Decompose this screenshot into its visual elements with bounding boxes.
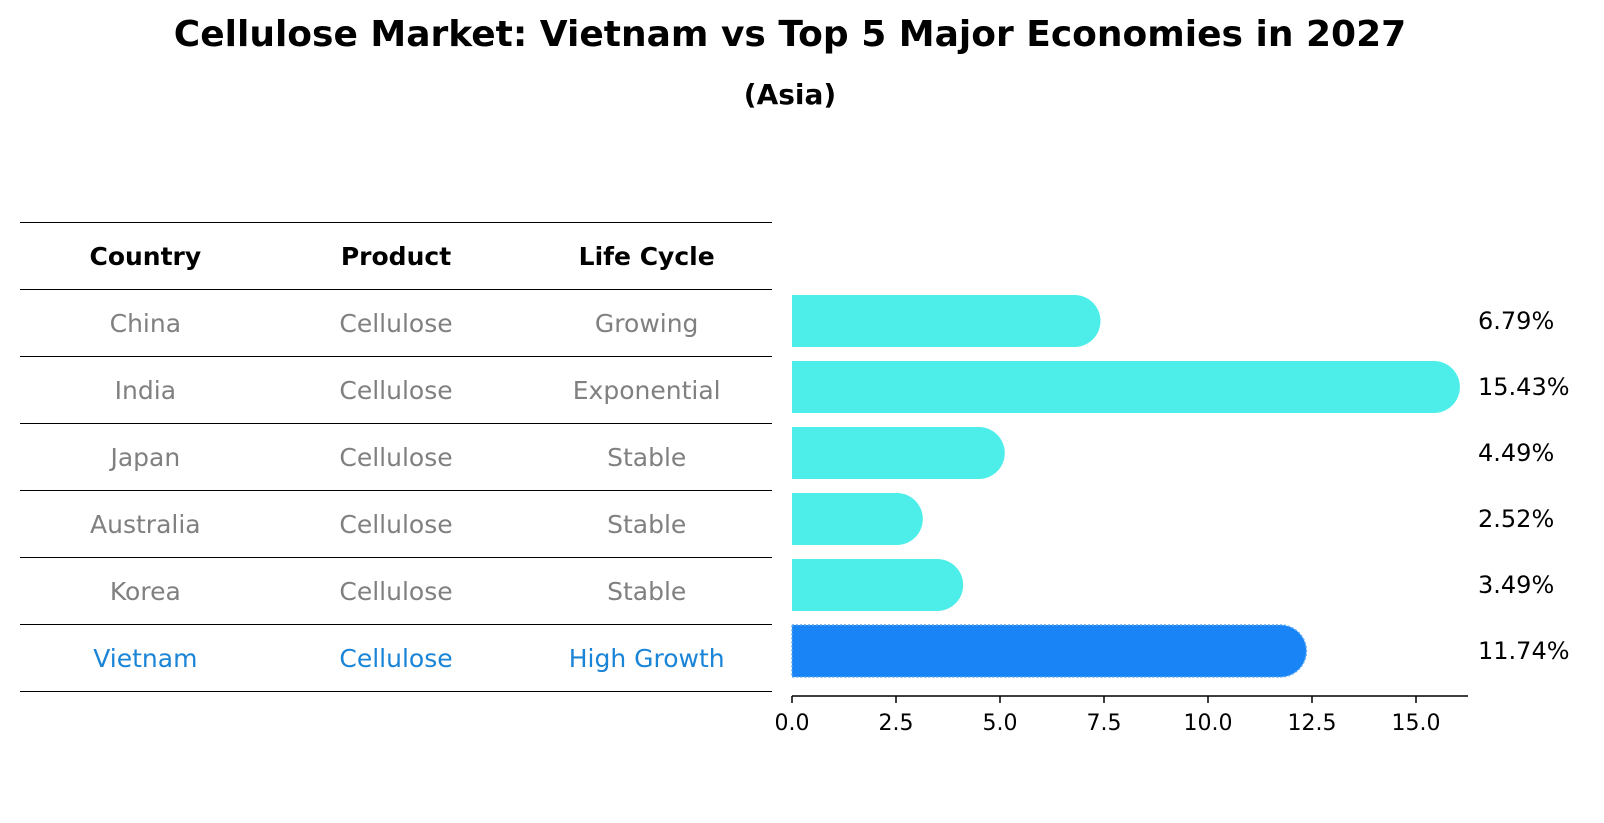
cell-country: Vietnam xyxy=(93,643,198,673)
cell-product: Cellulose xyxy=(339,375,453,405)
bar-korea xyxy=(792,559,964,611)
x-tick-label: 5.0 xyxy=(983,711,1018,736)
cell-product: Cellulose xyxy=(339,442,453,472)
table-row: Australia Cellulose Stable xyxy=(20,491,772,558)
bar-japan xyxy=(792,427,1005,479)
table-row: China Cellulose Growing xyxy=(20,290,772,357)
x-tick-label: 12.5 xyxy=(1288,711,1337,736)
cell-life-cycle: Exponential xyxy=(572,375,721,405)
cell-life-cycle: High Growth xyxy=(568,643,725,673)
cell-product: Cellulose xyxy=(339,643,453,673)
table-header-row: Country Product Life Cycle xyxy=(20,222,772,290)
cell-product: Cellulose xyxy=(339,509,453,539)
bar-australia xyxy=(792,493,923,545)
cell-country: India xyxy=(114,375,177,405)
cell-country: Australia xyxy=(90,509,201,539)
chart-subtitle: (Asia) xyxy=(743,78,837,111)
bar-vietnam xyxy=(791,624,1308,678)
cell-product: Cellulose xyxy=(339,576,453,606)
chart-title: Cellulose Market: Vietnam vs Top 5 Major… xyxy=(173,14,1407,55)
cell-country: China xyxy=(109,308,182,338)
x-tick-label: 10.0 xyxy=(1184,711,1233,736)
cell-life-cycle: Stable xyxy=(607,576,687,606)
header-life-cycle: Life Cycle xyxy=(578,241,715,271)
data-table: Country Product Life Cycle China Cellulo… xyxy=(20,222,772,692)
cell-life-cycle: Growing xyxy=(594,308,699,338)
value-label: 2.52% xyxy=(1478,505,1554,533)
x-tick-label: 7.5 xyxy=(1087,711,1122,736)
header-product: Product xyxy=(340,241,452,271)
cell-life-cycle: Stable xyxy=(607,509,687,539)
cell-country: Japan xyxy=(110,442,181,472)
table-row-highlight: Vietnam Cellulose High Growth xyxy=(20,625,772,692)
x-tick-label: 15.0 xyxy=(1392,711,1441,736)
table-row: India Cellulose Exponential xyxy=(20,357,772,424)
value-label: 6.79% xyxy=(1478,307,1554,335)
cell-product: Cellulose xyxy=(339,308,453,338)
x-tick-label: 2.5 xyxy=(879,711,914,736)
value-label: 11.74% xyxy=(1478,637,1570,665)
bar-india xyxy=(792,361,1460,413)
value-label: 4.49% xyxy=(1478,439,1554,467)
table-row: Korea Cellulose Stable xyxy=(20,558,772,625)
x-tick-label: 0.0 xyxy=(775,711,810,736)
value-label: 15.43% xyxy=(1478,373,1570,401)
header-country: Country xyxy=(89,241,202,271)
cell-life-cycle: Stable xyxy=(607,442,687,472)
table-row: Japan Cellulose Stable xyxy=(20,424,772,491)
cell-country: Korea xyxy=(109,576,181,606)
value-label: 3.49% xyxy=(1478,571,1554,599)
bar-china xyxy=(792,295,1101,347)
